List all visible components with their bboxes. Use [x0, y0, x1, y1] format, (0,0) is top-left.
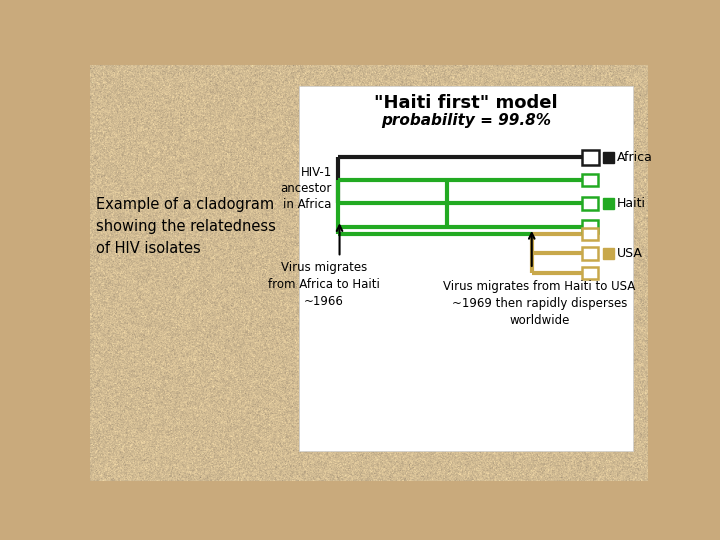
Bar [300, 85, 632, 451]
Bar [582, 267, 598, 279]
Bar [582, 150, 599, 165]
Bar [582, 247, 598, 260]
Bar [582, 174, 598, 186]
Bar [603, 198, 614, 209]
Text: Africa: Africa [617, 151, 653, 164]
Text: Example of a cladogram
showing the relatedness
of HIV isolates: Example of a cladogram showing the relat… [96, 197, 276, 256]
Text: "Haiti first" model: "Haiti first" model [374, 94, 558, 112]
Text: USA: USA [617, 247, 643, 260]
Text: HIV-1
ancestor
in Africa: HIV-1 ancestor in Africa [280, 165, 332, 211]
Bar [603, 248, 614, 259]
Bar [603, 152, 614, 163]
Text: Virus migrates
from Africa to Haiti
~1966: Virus migrates from Africa to Haiti ~196… [268, 261, 380, 308]
Text: Haiti: Haiti [617, 197, 646, 210]
Text: Virus migrates from Haiti to USA
~1969 then rapidly disperses
worldwide: Virus migrates from Haiti to USA ~1969 t… [444, 280, 636, 327]
Text: probability = 99.8%: probability = 99.8% [381, 113, 551, 128]
Bar [582, 197, 598, 210]
Bar [582, 220, 598, 233]
Bar [582, 228, 598, 240]
